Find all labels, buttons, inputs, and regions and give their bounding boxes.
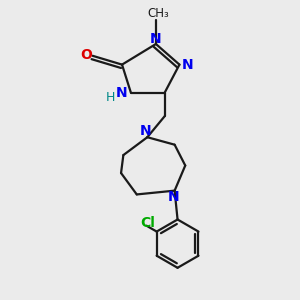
Text: O: O bbox=[80, 48, 92, 62]
Text: CH₃: CH₃ bbox=[147, 7, 169, 20]
Text: N: N bbox=[116, 86, 127, 100]
Text: N: N bbox=[168, 190, 180, 204]
Text: N: N bbox=[150, 32, 162, 46]
Text: N: N bbox=[140, 124, 152, 138]
Text: N: N bbox=[182, 58, 194, 72]
Text: H: H bbox=[106, 92, 115, 104]
Text: Cl: Cl bbox=[140, 217, 155, 230]
